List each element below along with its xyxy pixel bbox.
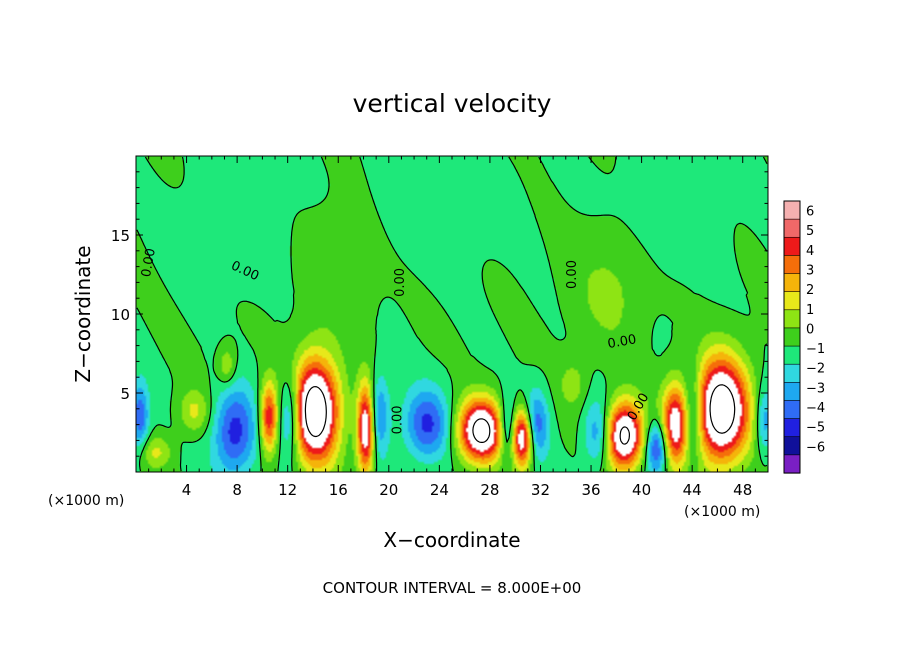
x-tick-label: 4	[182, 481, 192, 499]
colorbar-cell	[783, 200, 801, 220]
colorbar-label: −6	[806, 440, 825, 455]
x-tick-label: 28	[480, 481, 499, 499]
x-tick-label: 32	[531, 481, 550, 499]
y-axis: 5 10 15	[111, 171, 768, 457]
x-axis-label: X−coordinate	[383, 528, 520, 552]
colorbar-cell	[783, 345, 801, 365]
x-tick-label: 48	[733, 481, 752, 499]
x-tick-label: 40	[632, 481, 651, 499]
contour-8	[304, 384, 736, 445]
chart-title: vertical velocity	[353, 89, 552, 118]
contour-label: 0.00	[390, 405, 405, 434]
x-tick-label: 24	[430, 481, 449, 499]
colorbar-label: 0	[806, 322, 814, 337]
x-tick-label: 36	[581, 481, 600, 499]
colorbar-label: −1	[806, 342, 825, 357]
colorbar-label: −4	[806, 401, 825, 416]
colorbar-label: 5	[806, 224, 814, 239]
colorbar-cell	[783, 363, 801, 383]
contour-label: 0.00	[565, 260, 580, 289]
x-tick-label: 16	[329, 481, 348, 499]
x-tick-label: 12	[278, 481, 297, 499]
colorbar-cell	[783, 382, 801, 402]
colorbar-label: −3	[806, 381, 825, 396]
colorbar-label: 3	[806, 264, 814, 279]
colorbar-label: −5	[806, 421, 825, 436]
heatmap-field	[136, 156, 768, 472]
contour-interval-note: CONTOUR INTERVAL = 8.000E+00	[323, 579, 582, 597]
colorbar-cell	[783, 255, 801, 275]
colorbar-cell	[783, 218, 801, 238]
colorbar-cell	[783, 436, 801, 456]
colorbar-label: 6	[806, 205, 814, 220]
contour-label: 0.00	[139, 247, 159, 278]
x-tick-label: 8	[232, 481, 242, 499]
colorbar-cell	[783, 309, 801, 329]
colorbar-cell	[783, 236, 801, 257]
colorbar-cell	[783, 418, 801, 438]
colorbar-label: 2	[806, 283, 814, 298]
y-tick-label: 10	[111, 306, 130, 324]
colorbar-label: 4	[806, 244, 814, 259]
x-unit-left: (×1000 m)	[48, 493, 124, 509]
colorbar-cell	[783, 400, 801, 420]
colorbar: 6 5 4 3 2 1 0 −1 −2 −3 −4 −5 −6	[783, 200, 825, 474]
x-unit-right: (×1000 m)	[684, 504, 760, 520]
colorbar-cell	[783, 327, 801, 347]
y-tick-label: 15	[111, 227, 130, 245]
colorbar-cell	[783, 291, 801, 311]
colorbar-cell	[783, 454, 801, 474]
x-tick-label: 44	[683, 481, 702, 499]
y-axis-label: Z−coordinate	[71, 245, 95, 382]
colorbar-cell	[783, 273, 801, 293]
x-tick-label: 20	[379, 481, 398, 499]
contour-0.0001	[136, 156, 768, 472]
contour-label: 0.00	[393, 268, 408, 297]
colorbar-label: −2	[806, 362, 825, 377]
y-tick-label: 5	[120, 385, 130, 403]
x-axis: 4 8 12 16 20 24 28 32 36 40 44 48	[148, 156, 756, 499]
contour-lines	[136, 156, 768, 472]
contour-label: 0.00	[606, 332, 637, 352]
colorbar-label: 1	[806, 303, 814, 318]
